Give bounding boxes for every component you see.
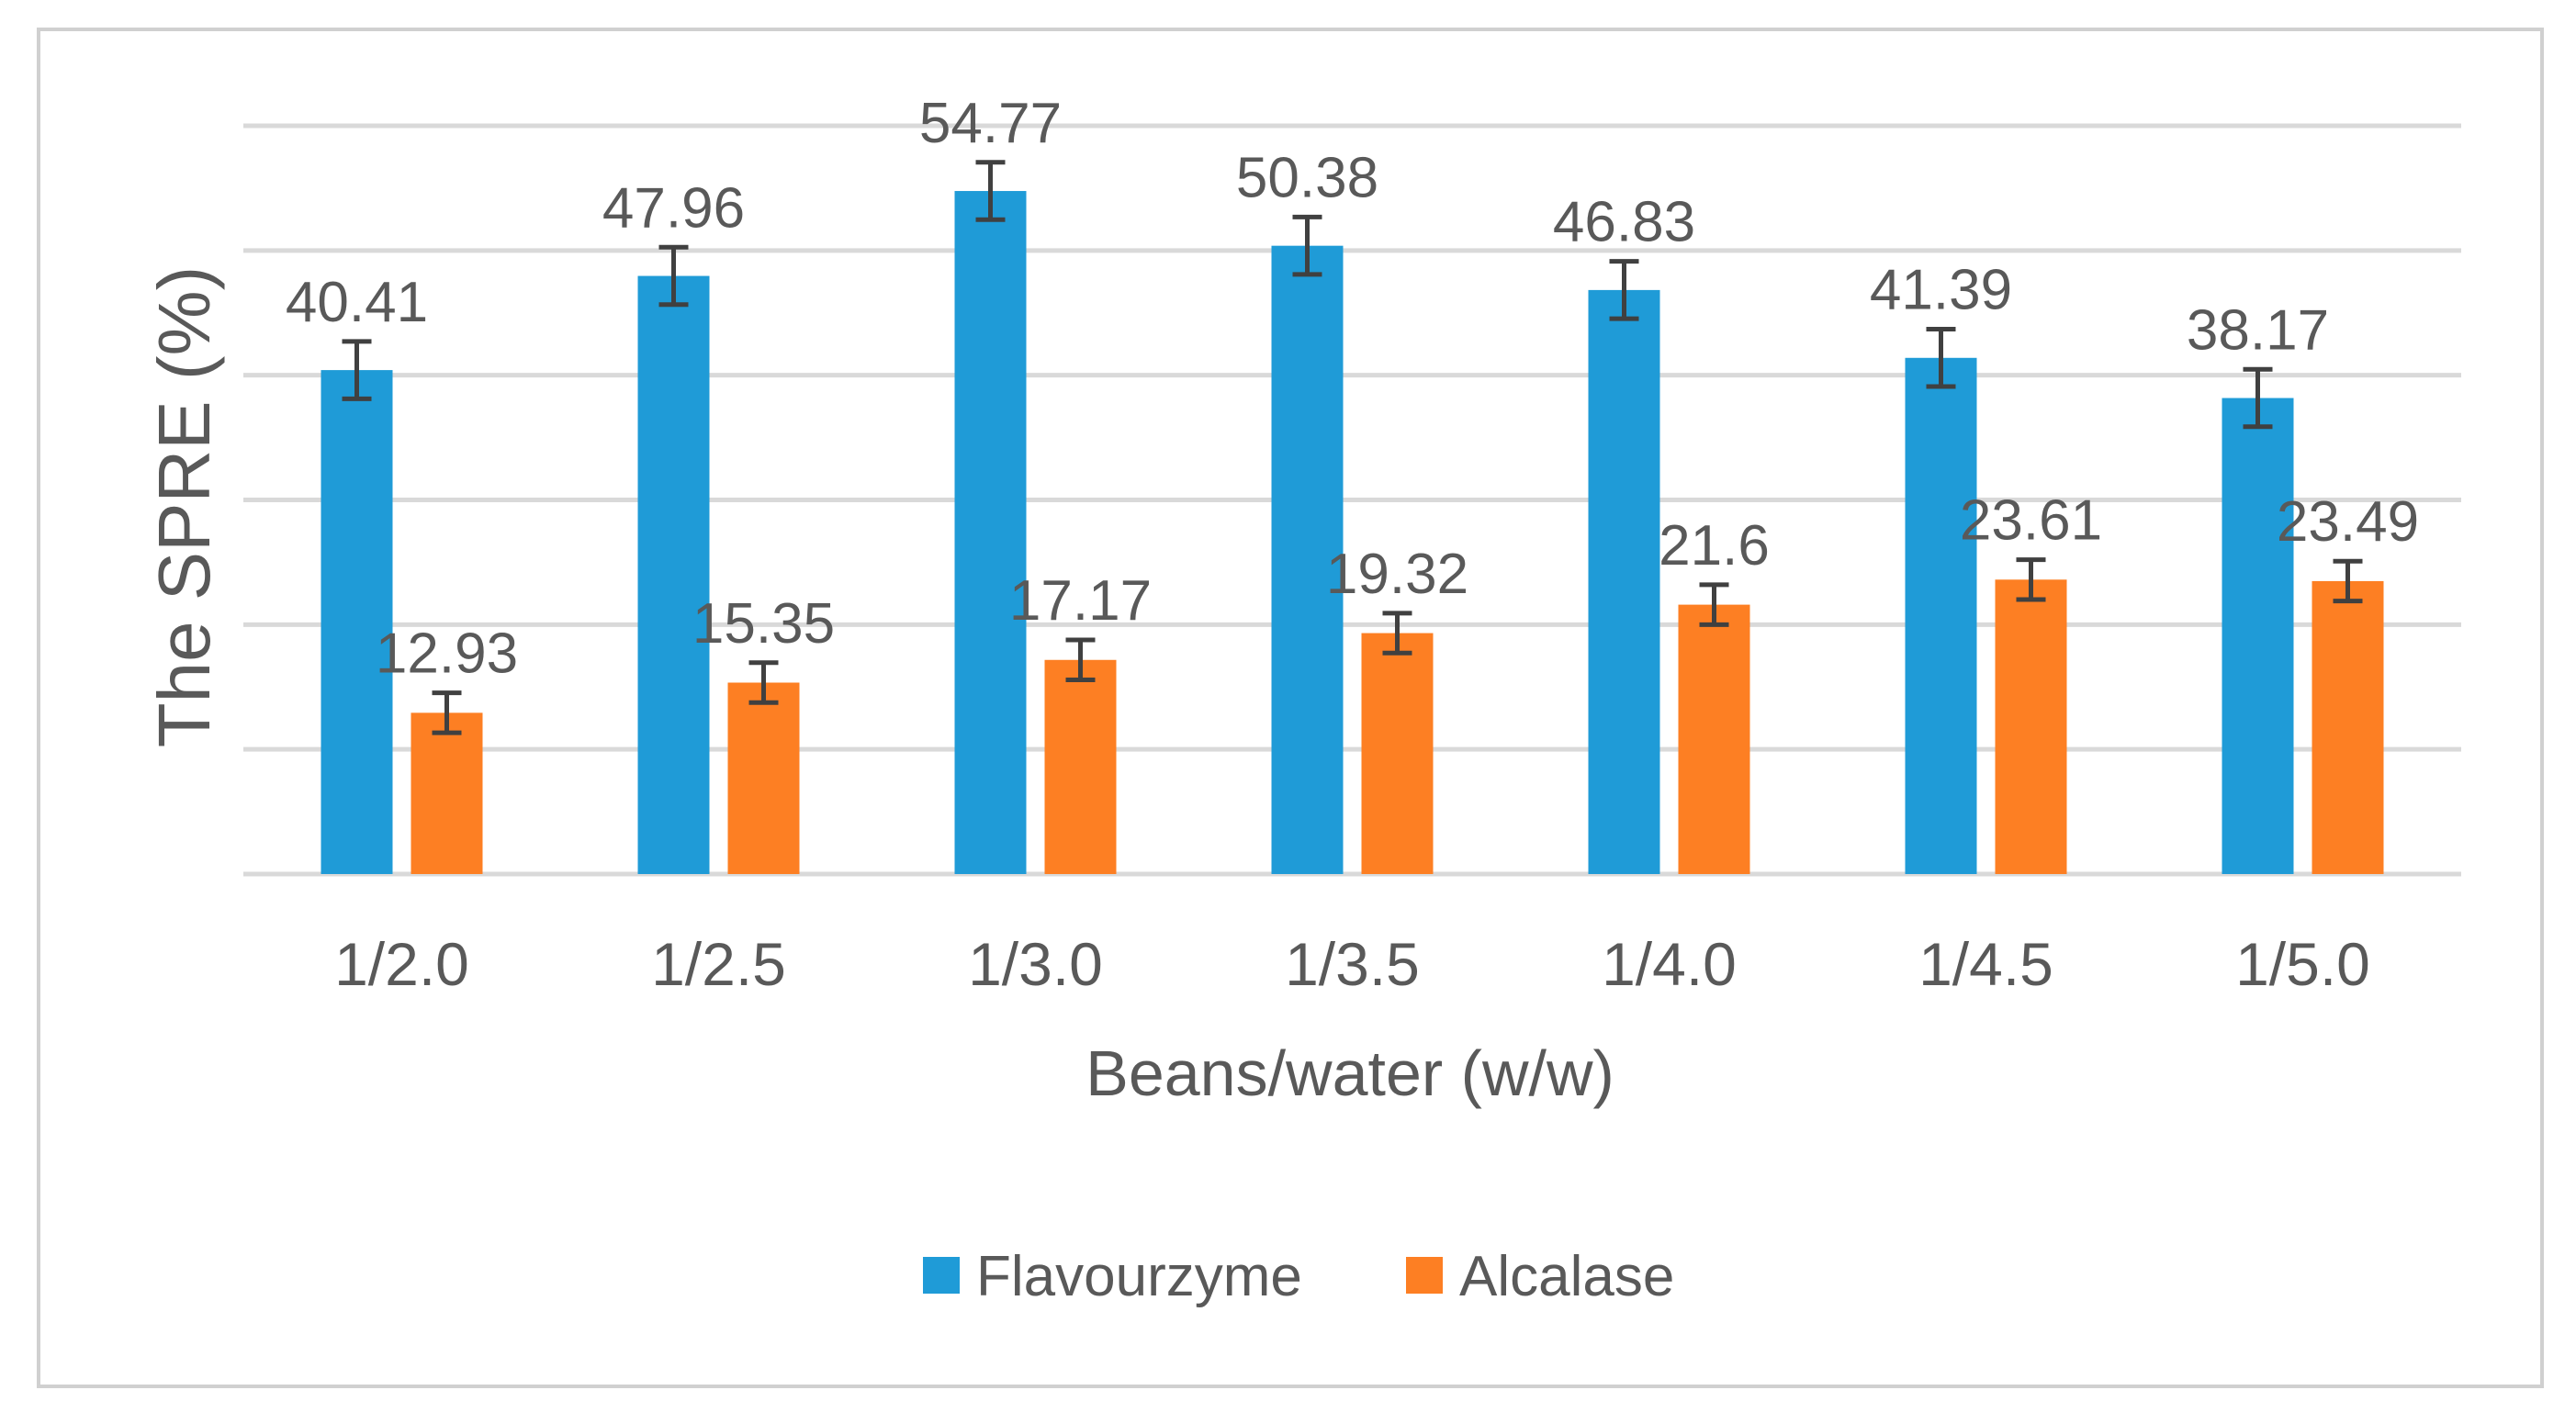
error-bar-alcalase [1382,611,1412,656]
bar-alcalase [727,682,800,874]
error-bar-alcalase [2333,558,2363,604]
error-bar-flavourzyme [2243,366,2273,430]
legend: Flavourzyme Alcalase [923,1245,1674,1308]
data-label-flavourzyme: 54.77 [919,92,1062,155]
error-bars [342,160,2363,735]
error-bar-flavourzyme [658,244,689,308]
bar-flavourzyme [1588,289,1660,875]
data-label-flavourzyme: 46.83 [1553,191,1695,254]
error-bar-alcalase [748,660,779,705]
data-label-alcalase: 23.61 [1960,489,2102,553]
data-label-flavourzyme: 38.17 [2187,298,2329,362]
data-label-flavourzyme: 41.39 [1870,259,2012,322]
x-tick-label: 1/3.5 [1285,930,1420,998]
legend-label-alcalase: Alcalase [1459,1245,1674,1308]
bar-flavourzyme [954,191,1027,874]
data-label-alcalase: 15.35 [692,592,835,656]
data-label-alcalase: 19.32 [1326,543,1468,606]
x-tick-label: 1/4.5 [1918,930,2053,998]
bar-alcalase [2312,580,2384,874]
data-label-alcalase: 12.93 [376,622,518,686]
bar-flavourzyme [1905,357,1977,874]
error-bar-alcalase [2016,557,2046,602]
data-label-alcalase: 21.6 [1659,514,1770,577]
bar-alcalase [411,712,483,874]
data-label-flavourzyme: 47.96 [602,176,745,240]
x-tick-label: 1/2.0 [334,930,469,998]
error-bar-alcalase [432,690,462,735]
error-bar-alcalase [1065,637,1096,683]
x-tick-labels: 1/2.0 1/2.5 1/3.0 1/3.5 1/4.0 1/4.5 1/5.0 [334,930,2370,998]
data-label-alcalase: 17.17 [1009,569,1152,633]
data-labels: 40.41 12.93 47.96 15.35 54.77 17.17 50.38 19.32… [286,92,2419,686]
bar-flavourzyme [321,370,393,874]
legend-swatch-flavourzyme [923,1257,960,1294]
x-tick-label: 1/2.5 [651,930,786,998]
error-bar-flavourzyme [1926,327,1956,389]
x-tick-label: 1/4.0 [1602,930,1737,998]
legend-swatch-alcalase [1406,1257,1443,1294]
bar-alcalase [1678,604,1750,874]
bar-flavourzyme [1271,245,1344,875]
x-tick-label: 1/3.0 [968,930,1103,998]
error-bar-flavourzyme [342,339,372,401]
legend-label-flavourzyme: Flavourzyme [976,1245,1302,1308]
bar-alcalase [1995,579,2067,874]
error-bar-flavourzyme [1609,259,1639,321]
data-label-alcalase: 23.49 [2277,490,2419,554]
error-bar-alcalase [1699,582,1729,627]
x-tick-label: 1/5.0 [2235,930,2370,998]
bar-flavourzyme [637,275,710,874]
y-axis-title: The SPRE (%) [143,266,225,748]
data-label-flavourzyme: 40.41 [286,271,428,334]
error-bar-flavourzyme [1292,214,1322,277]
bar-alcalase [1044,659,1117,874]
bar-alcalase [1361,633,1434,874]
x-axis-title: Beans/water (w/w) [1086,1037,1614,1109]
bars [321,191,2384,875]
bar-flavourzyme [2222,398,2294,874]
error-bar-flavourzyme [975,160,1006,222]
data-label-flavourzyme: 50.38 [1236,146,1378,209]
gridlines [243,123,2461,877]
